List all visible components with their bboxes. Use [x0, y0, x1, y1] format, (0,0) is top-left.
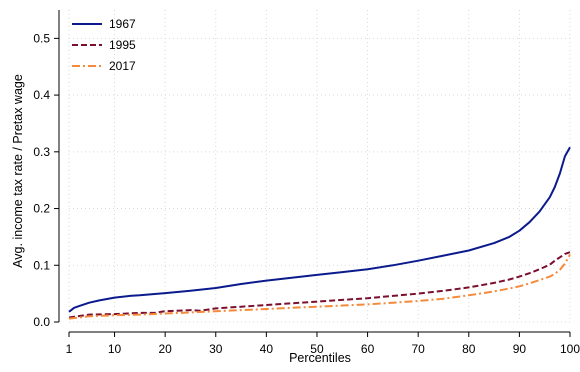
axes: 1 10 20 30 40 50 60 70 80 90 100 0.0 0.1 0.2 0.3 0.4 0.5: [33, 10, 580, 356]
x-tick-label: 70: [412, 342, 426, 356]
legend-label-1995: 1995: [109, 38, 136, 52]
legend-label-2017: 2017: [109, 59, 136, 73]
x-tick-label: 20: [158, 342, 172, 356]
y-tick-label: 0.1: [33, 258, 50, 272]
x-tick-label: 10: [108, 342, 122, 356]
series-line-1995: [68, 251, 571, 319]
x-axis-title: Percentiles: [289, 351, 351, 365]
y-tick-label: 0.3: [33, 145, 50, 159]
y-axis-title: Avg. income tax rate / Pretax wage: [11, 74, 25, 268]
x-tick-label: 90: [513, 342, 527, 356]
x-tick-label: 60: [361, 342, 375, 356]
grid: [68, 10, 571, 323]
x-tick-label: 80: [462, 342, 476, 356]
y-tick-label: 0.2: [33, 202, 50, 216]
series-lines: [68, 146, 571, 320]
x-tick-label: 30: [209, 342, 223, 356]
series-line-2017: [68, 254, 571, 320]
y-tick-label: 0.4: [33, 88, 50, 102]
x-tick-label: 100: [560, 342, 580, 356]
legend-label-1967: 1967: [109, 17, 136, 31]
x-tick-label: 1: [66, 342, 73, 356]
x-tick-label: 50: [310, 342, 324, 356]
series-line-1967: [68, 146, 571, 313]
y-tick-label: 0.0: [33, 315, 50, 329]
y-tick-label: 0.5: [33, 31, 50, 45]
x-tick-label: 40: [260, 342, 274, 356]
legend: 1967 1995 2017: [72, 17, 136, 73]
